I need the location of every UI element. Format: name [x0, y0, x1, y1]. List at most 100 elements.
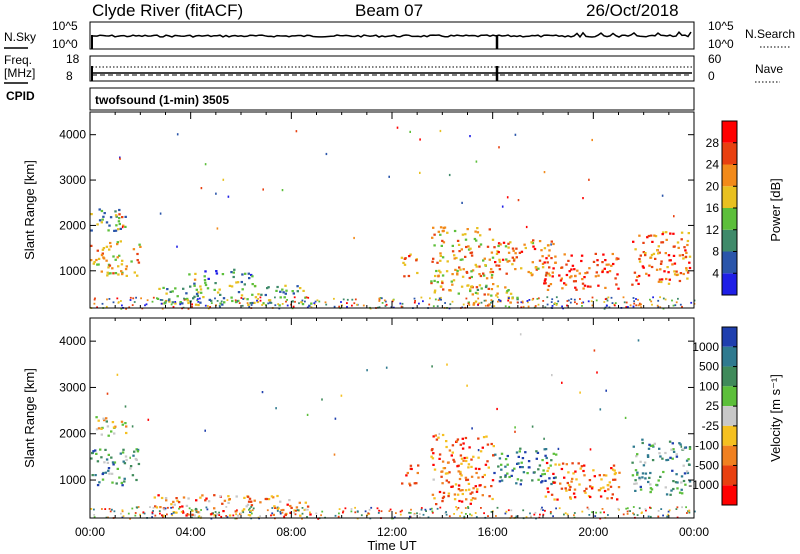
power-cell: [434, 274, 437, 278]
velocity-cell: [573, 514, 575, 517]
power-cell: [513, 258, 516, 261]
power-cell: [191, 303, 193, 306]
velocity-cell: [555, 507, 557, 510]
power-cell: [435, 269, 438, 273]
velocity-cell: [536, 451, 540, 454]
power-cell: [176, 245, 178, 248]
velocity-cell: [207, 500, 211, 503]
velocity-cell: [644, 477, 647, 480]
power-cell: [186, 299, 189, 302]
velocity-cell: [552, 452, 555, 455]
velocity-cell: [107, 453, 110, 456]
velocity-cell: [453, 493, 457, 496]
power-cell: [109, 216, 113, 219]
velocity-cell: [282, 508, 285, 512]
velocity-cell: [579, 467, 582, 470]
power-cell: [233, 268, 236, 271]
velocity-cell: [151, 511, 154, 514]
power-ylabel: Slant Range [km]: [22, 160, 37, 260]
power-cell: [649, 256, 652, 259]
power-cell: [118, 213, 121, 216]
velocity-cell: [271, 512, 274, 515]
velocity-ytick-label: 1000: [59, 473, 86, 487]
velocity-cell: [543, 448, 546, 451]
velocity-cell: [101, 478, 105, 481]
velocity-cell: [338, 508, 341, 510]
velocity-cell: [204, 429, 206, 432]
velocity-cell: [213, 494, 216, 497]
power-cell: [119, 157, 121, 160]
power-cell: [439, 298, 441, 301]
velocity-cell: [572, 492, 576, 495]
velocity-cell: [299, 514, 302, 517]
velocity-cell: [445, 445, 448, 449]
velocity-cell: [304, 501, 307, 504]
velocity-cell: [136, 506, 139, 509]
power-cell: [534, 305, 537, 307]
power-cell: [601, 269, 604, 272]
power-cell: [219, 293, 222, 296]
power-cell: [124, 215, 127, 218]
power-cell: [210, 299, 213, 302]
power-cell: [216, 291, 220, 294]
power-cell: [440, 296, 442, 299]
power-cell: [490, 299, 493, 301]
power-cell: [90, 213, 93, 216]
power-cell: [108, 264, 112, 267]
power-cell: [468, 304, 471, 306]
power-cell: [313, 302, 316, 305]
power-cell: [109, 245, 112, 248]
power-cell: [553, 303, 556, 305]
velocity-cell: [420, 508, 423, 511]
velocity-cell: [664, 486, 667, 489]
power-cell: [156, 297, 160, 300]
velocity-cell: [610, 497, 613, 500]
power-cell: [437, 230, 440, 233]
power-cell: [660, 241, 663, 244]
velocity-cell: [172, 500, 175, 503]
power-cell: [220, 300, 223, 303]
nsky-strip: N.Sky 10^5 10^0 10^5 10^0 N.Search: [4, 19, 795, 51]
power-cell: [396, 126, 399, 129]
power-cell: [610, 296, 613, 299]
power-cell: [473, 237, 477, 241]
power-cell: [550, 301, 553, 303]
power-cell: [547, 284, 551, 288]
velocity-cell: [458, 477, 462, 481]
power-cell: [378, 298, 381, 301]
velocity-cell: [123, 480, 126, 483]
velocity-cell: [540, 508, 542, 511]
velocity-cell: [515, 515, 518, 518]
power-cell: [506, 260, 509, 263]
power-cell: [554, 302, 556, 305]
power-cell: [196, 299, 199, 302]
velocity-cell: [540, 481, 543, 484]
velocity-cell: [110, 472, 114, 475]
velocity-cell: [504, 465, 507, 468]
power-cell: [240, 294, 244, 297]
velocity-cell: [662, 514, 664, 517]
power-cell: [602, 253, 605, 256]
velocity-cell: [471, 427, 473, 430]
power-cell: [146, 299, 149, 302]
power-cell: [291, 300, 294, 303]
velocity-cell: [342, 511, 344, 514]
power-cell: [581, 302, 583, 304]
velocity-cell: [631, 461, 634, 464]
velocity-cell: [465, 456, 469, 459]
power-cell: [188, 273, 191, 276]
power-cell: [189, 285, 192, 288]
velocity-cell: [103, 419, 106, 422]
velocity-cell: [659, 455, 662, 458]
power-cell: [548, 266, 551, 269]
velocity-cell: [338, 512, 340, 515]
velocity-cell: [478, 467, 481, 471]
power-cell: [655, 268, 659, 271]
power-cell: [442, 241, 446, 244]
velocity-cell: [465, 478, 468, 482]
velocity-cell: [639, 488, 643, 491]
velocity-cell: [90, 457, 93, 460]
power-cell: [378, 300, 381, 302]
velocity-cell: [195, 508, 198, 511]
power-cell: [346, 302, 348, 304]
